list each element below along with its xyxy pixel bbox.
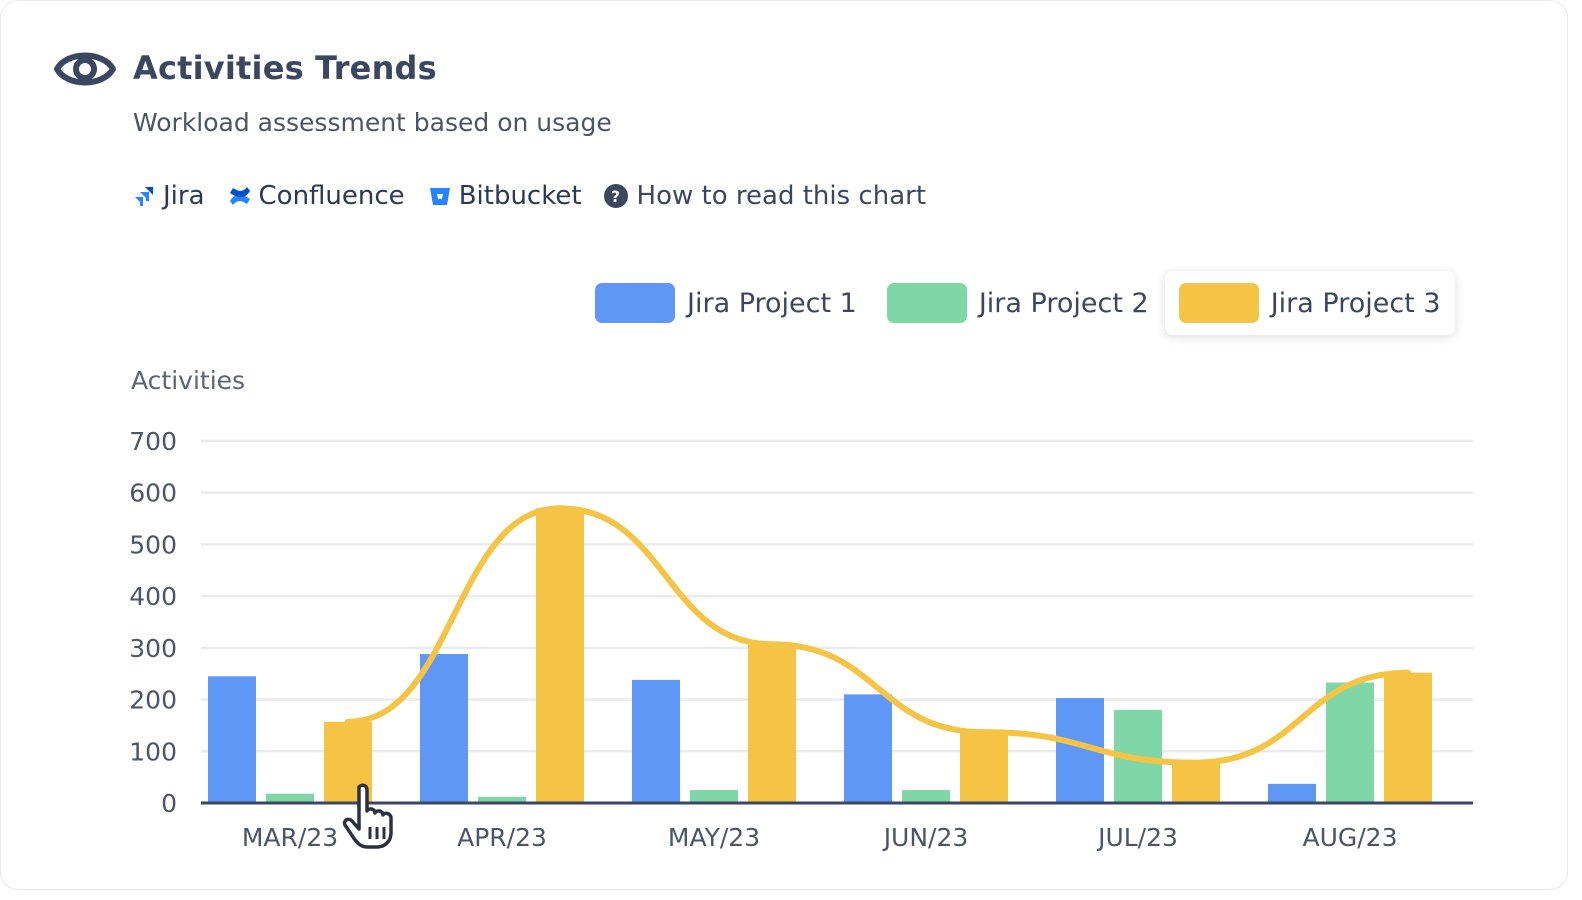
page-subtitle: Workload assessment based on usage [133, 108, 612, 137]
activities-bar-chart: 0 100 200 300 400 500 600 700 MAR/23 APR/23 MAY/23… [129, 427, 1473, 852]
bar-3 [960, 732, 1008, 803]
bar-1 [1268, 783, 1316, 803]
source-filter-bar: Jira Confluence Bitbucket ? How to read … [131, 178, 926, 214]
y-axis-label: Activities [131, 366, 246, 395]
source-label: Confluence [258, 181, 405, 211]
jira-icon [135, 187, 153, 206]
source-bitbucket[interactable]: Bitbucket [427, 181, 582, 211]
y-tick-label: 0 [161, 789, 177, 818]
bar-3 [1172, 762, 1220, 803]
bitbucket-icon [429, 188, 450, 205]
bar-2 [266, 793, 314, 803]
x-tick-label: JUN/23 [882, 823, 969, 852]
x-tick-label: APR/23 [457, 823, 547, 852]
y-tick-label: 100 [129, 737, 177, 766]
bar-2 [902, 790, 950, 803]
source-label: Bitbucket [458, 181, 582, 211]
legend-swatch [595, 283, 675, 323]
legend-label: Jira Project 2 [978, 287, 1149, 319]
legend-item-project-2[interactable]: Jira Project 2 [873, 271, 1163, 335]
bar-3 [1384, 672, 1432, 803]
bar-1 [844, 694, 892, 803]
legend-swatch [886, 283, 967, 323]
help-label: How to read this chart [636, 181, 927, 211]
x-tick-label: AUG/23 [1302, 823, 1397, 852]
legend-item-project-3[interactable]: Jira Project 3 [1164, 271, 1455, 335]
legend-item-project-1[interactable]: Jira Project 1 [581, 271, 871, 335]
y-tick-label: 300 [129, 634, 177, 663]
pointer-hand-icon [342, 783, 393, 849]
legend-swatch [1178, 283, 1259, 323]
legend-label: Jira Project 3 [1270, 287, 1441, 319]
source-jira[interactable]: Jira [131, 181, 205, 211]
y-tick-label: 200 [129, 686, 177, 715]
bar-3 [748, 644, 796, 803]
x-tick-label: JUL/23 [1096, 823, 1178, 852]
page-title: Activities Trends [133, 49, 437, 87]
eye-icon [54, 52, 116, 86]
x-tick-label: MAY/23 [668, 823, 760, 852]
bar-2 [1326, 682, 1374, 803]
source-label: Jira [163, 181, 205, 211]
bar-1 [208, 676, 256, 803]
question-circle-icon: ? [603, 184, 628, 208]
bar-1 [632, 679, 680, 803]
legend-label: Jira Project 1 [687, 287, 857, 319]
y-tick-label: 500 [129, 530, 177, 559]
confluence-icon [229, 187, 250, 205]
chart-legend: Jira Project 1 Jira Project 2 Jira Proje… [581, 271, 1457, 335]
y-tick-label: 600 [129, 479, 177, 508]
x-tick-label: MAR/23 [242, 823, 338, 852]
bar-2 [478, 796, 526, 803]
y-tick-label: 700 [129, 427, 177, 456]
bar-1 [420, 654, 468, 803]
trend-line [345, 505, 1411, 766]
bar-3 [536, 508, 584, 803]
how-to-read-link[interactable]: ? How to read this chart [603, 181, 927, 211]
bar-2 [690, 790, 738, 803]
source-confluence[interactable]: Confluence [227, 181, 405, 211]
y-tick-label: 400 [129, 582, 177, 611]
